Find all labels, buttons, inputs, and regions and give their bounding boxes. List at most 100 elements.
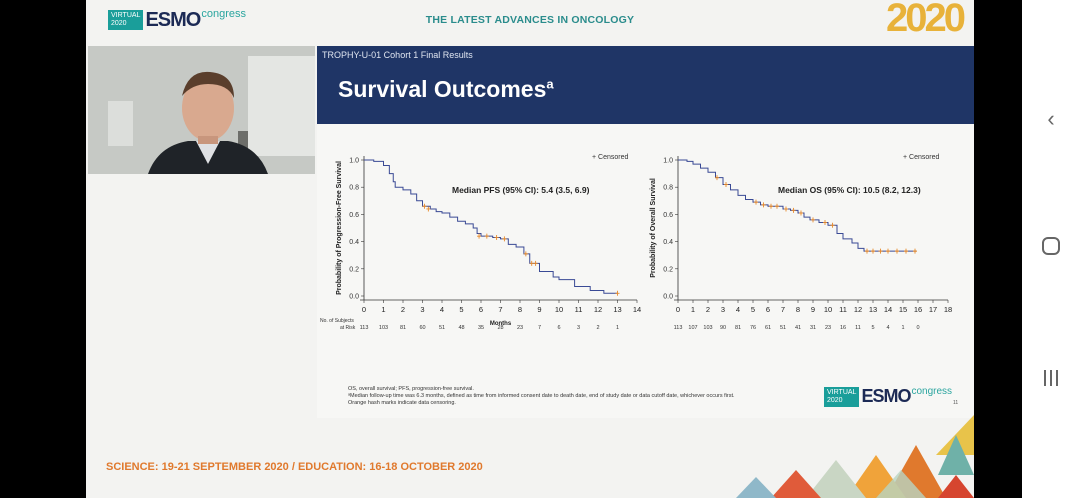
os-y-tick-label: 0.0 xyxy=(663,294,673,301)
os-risk-value: 0 xyxy=(916,325,919,331)
os-x-tick-label: 14 xyxy=(884,305,892,314)
pfs-x-tick-label: 11 xyxy=(575,305,583,314)
pfs-risk-value: 2 xyxy=(596,325,599,331)
os-censor-mark xyxy=(886,248,890,254)
pfs-y-tick-label: 0.8 xyxy=(349,185,359,192)
pfs-x-tick-label: 10 xyxy=(555,305,563,314)
esmo-logo: VIRTUAL 2020 ESMO congress xyxy=(108,8,246,32)
os-x-tick-label: 15 xyxy=(899,305,907,314)
os-x-tick-label: 2 xyxy=(706,305,710,314)
pfs-censor-mark xyxy=(615,290,620,296)
os-median-annotation: Median OS (95% CI): 10.5 (8.2, 12.3) xyxy=(778,185,921,195)
pfs-x-tick-label: 9 xyxy=(537,305,541,314)
os-censor-mark xyxy=(878,248,883,254)
os-censor-mark xyxy=(761,202,766,208)
slide-title: Survival Outcomesa xyxy=(338,76,554,103)
logo-esmo-text: ESMO xyxy=(145,8,201,31)
pfs-censor-mark xyxy=(426,206,431,212)
slide-logo-virtual-text: VIRTUAL xyxy=(827,388,857,396)
pfs-x-tick-label: 3 xyxy=(420,305,424,314)
pfs-y-axis-label: Probability of Progression-Free Survival xyxy=(336,161,343,295)
pfs-risk-value: 103 xyxy=(379,325,388,331)
os-x-tick-label: 8 xyxy=(796,305,800,314)
pfs-censor-mark xyxy=(533,260,538,266)
os-risk-value: 103 xyxy=(703,325,712,331)
pfs-censor-mark xyxy=(422,203,427,209)
os-risk-value: 11 xyxy=(855,325,861,331)
footnote-line: Orange hash marks indicate data censorin… xyxy=(348,400,456,406)
slide-number: 11 xyxy=(953,400,959,406)
footnote-line: OS, overall survival; PFS, progression-f… xyxy=(348,386,474,392)
os-risk-value: 81 xyxy=(735,325,741,331)
os-censor-mark xyxy=(913,248,917,254)
pfs-y-tick-label: 0.2 xyxy=(349,266,359,273)
logo-year-text: 2020 xyxy=(111,20,127,27)
risk-table-label-at-risk: at Risk xyxy=(340,325,356,331)
video-frame: VIRTUAL 2020 ESMO congress THE LATEST AD… xyxy=(86,0,974,498)
os-risk-value: 41 xyxy=(795,325,801,331)
os-x-tick-label: 16 xyxy=(914,305,922,314)
pfs-y-tick-label: 0.4 xyxy=(349,239,359,246)
risk-table-label: No. of Subjects xyxy=(320,318,354,324)
os-censor-mark xyxy=(799,210,803,216)
os-risk-value: 1 xyxy=(901,325,904,331)
pfs-risk-value: 81 xyxy=(400,325,406,331)
os-survival-curve xyxy=(678,159,917,252)
os-x-tick-label: 18 xyxy=(944,305,952,314)
pfs-censor-mark xyxy=(484,233,489,239)
os-censor-mark xyxy=(895,248,899,254)
pfs-x-tick-label: 2 xyxy=(401,305,405,314)
pfs-x-tick-label: 7 xyxy=(498,305,502,314)
pfs-risk-value: 23 xyxy=(517,325,523,331)
os-y-tick-label: 0.6 xyxy=(663,212,673,219)
pfs-y-tick-label: 0.6 xyxy=(349,212,359,219)
os-risk-value: 4 xyxy=(886,325,889,331)
pfs-x-tick-label: 8 xyxy=(518,305,522,314)
os-risk-value: 113 xyxy=(674,325,683,331)
slide-logo-congress-text: congress xyxy=(911,386,953,397)
pfs-risk-value: 60 xyxy=(419,325,425,331)
os-x-tick-label: 6 xyxy=(766,305,770,314)
decorative-triangles xyxy=(736,415,974,498)
os-risk-value: 61 xyxy=(765,325,771,331)
logo-virtual-box: VIRTUAL 2020 xyxy=(108,10,144,30)
pfs-censor-mark xyxy=(523,251,528,257)
survival-charts: 0.00.20.40.60.81.00 1 2 3 4 5 6 7 8 9 10 11 12 13 14Pr… xyxy=(320,154,952,331)
pfs-median-annotation: Median PFS (95% CI): 5.4 (3.5, 6.9) xyxy=(452,185,590,195)
os-x-tick-label: 10 xyxy=(824,305,832,314)
os-risk-value: 107 xyxy=(688,325,697,331)
slide-logo-virtual-box: VIRTUAL 2020 xyxy=(824,386,860,407)
os-censor-mark xyxy=(904,248,908,254)
os-y-tick-label: 0.4 xyxy=(663,239,673,246)
slide-logo-year-text: 2020 xyxy=(827,396,843,404)
pfs-x-tick-label: 1 xyxy=(381,305,385,314)
pfs-legend: + Censored xyxy=(592,154,628,161)
os-censor-mark xyxy=(754,199,758,205)
os-risk-value: 90 xyxy=(720,325,726,331)
home-icon[interactable] xyxy=(1022,236,1080,261)
pfs-y-tick-label: 1.0 xyxy=(349,158,359,165)
os-censor-mark xyxy=(830,222,835,228)
pfs-x-tick-label: 14 xyxy=(633,305,641,314)
os-risk-value: 5 xyxy=(871,325,874,331)
pfs-risk-value: 113 xyxy=(360,325,369,331)
recents-icon[interactable] xyxy=(1022,368,1080,393)
os-x-tick-label: 9 xyxy=(811,305,815,314)
big-year: 2020 xyxy=(886,0,966,40)
os-x-tick-label: 0 xyxy=(676,305,680,314)
presenter-image xyxy=(88,46,315,174)
os-y-tick-label: 1.0 xyxy=(663,158,673,165)
os-risk-value: 76 xyxy=(750,325,756,331)
slide-logo-esmo-text: ESMO xyxy=(861,386,911,406)
pfs-survival-curve xyxy=(364,159,618,294)
back-icon[interactable]: ‹ xyxy=(1047,106,1055,131)
os-x-tick-label: 5 xyxy=(751,305,755,314)
slide-subtitle: TROPHY-U-01 Cohort 1 Final Results xyxy=(322,50,473,60)
os-y-tick-label: 0.2 xyxy=(663,266,673,273)
android-nav-bar: ‹ xyxy=(1022,0,1080,498)
pfs-risk-value: 35 xyxy=(478,325,484,331)
pfs-x-tick-label: 4 xyxy=(440,305,444,314)
slide-title-superscript: a xyxy=(546,76,554,92)
pfs-risk-value: 51 xyxy=(439,325,445,331)
os-y-tick-label: 0.8 xyxy=(663,185,673,192)
